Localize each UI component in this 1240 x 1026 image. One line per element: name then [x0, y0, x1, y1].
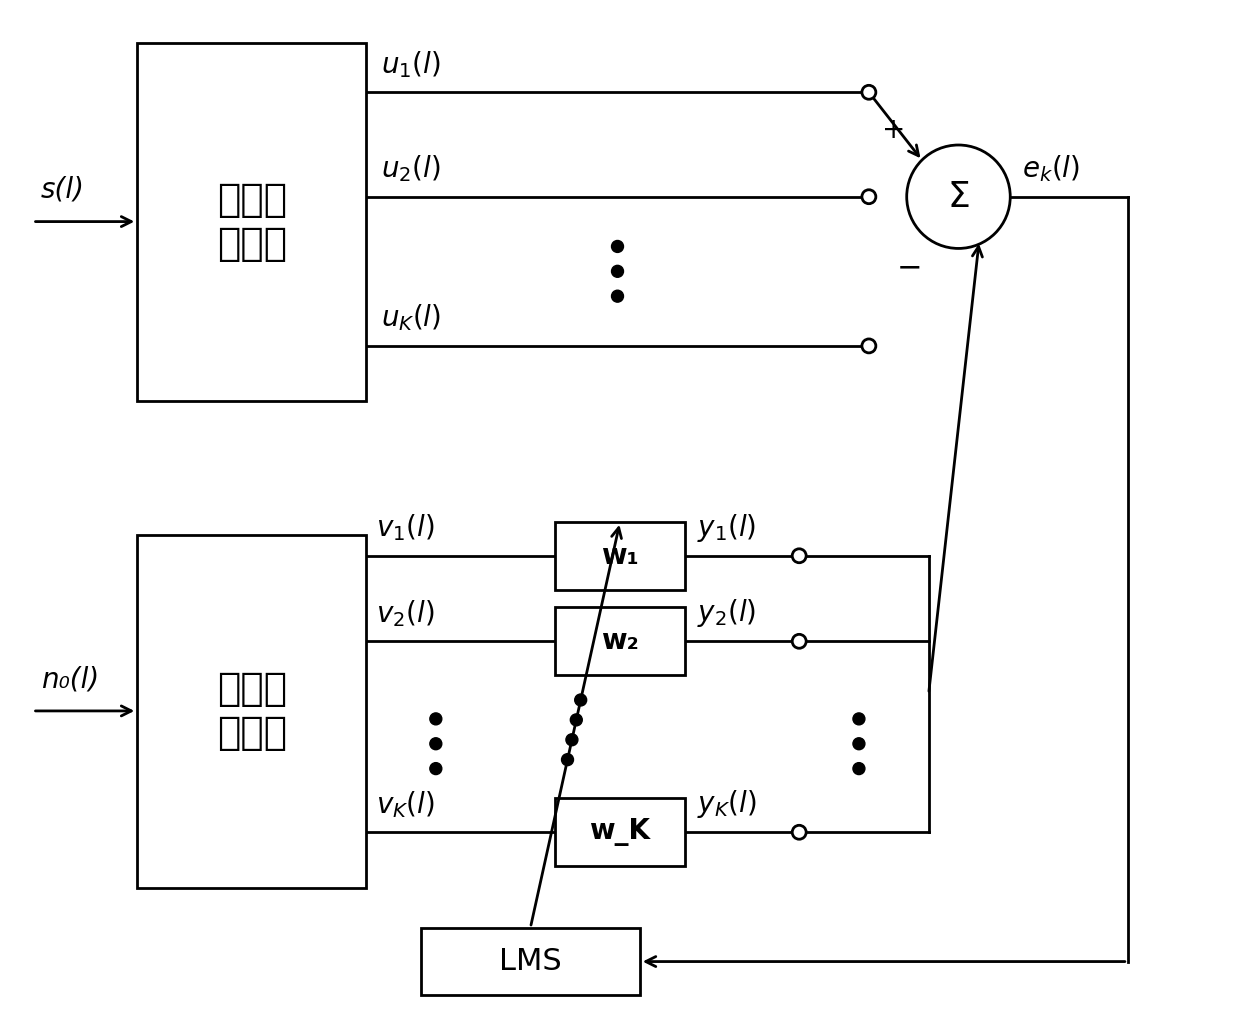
Circle shape — [611, 266, 624, 277]
Circle shape — [430, 762, 441, 775]
Text: n₀(l): n₀(l) — [41, 665, 99, 694]
Circle shape — [906, 145, 1011, 248]
Circle shape — [862, 339, 875, 353]
Circle shape — [792, 549, 806, 562]
Text: $u_2(l)$: $u_2(l)$ — [381, 154, 440, 185]
Bar — [556, 522, 684, 590]
Text: $v_K(l)$: $v_K(l)$ — [376, 789, 435, 820]
Bar — [138, 535, 366, 887]
Circle shape — [853, 738, 864, 750]
Bar — [138, 42, 366, 400]
Text: $v_1(l)$: $v_1(l)$ — [376, 513, 434, 544]
Circle shape — [611, 290, 624, 302]
Circle shape — [565, 734, 578, 746]
Text: $y_K(l)$: $y_K(l)$ — [697, 788, 756, 821]
Circle shape — [430, 713, 441, 724]
Circle shape — [792, 634, 806, 648]
Circle shape — [574, 694, 587, 706]
Text: w_K: w_K — [589, 819, 651, 846]
Text: +: + — [882, 116, 905, 144]
Text: $u_K(l)$: $u_K(l)$ — [381, 303, 441, 333]
Text: $y_2(l)$: $y_2(l)$ — [697, 597, 756, 630]
Text: −: − — [897, 253, 923, 283]
Text: 变分模
态分解: 变分模 态分解 — [217, 181, 286, 263]
Circle shape — [611, 240, 624, 252]
Text: w₁: w₁ — [601, 542, 639, 569]
Circle shape — [853, 713, 864, 724]
Text: LMS: LMS — [498, 947, 562, 976]
Circle shape — [853, 762, 864, 775]
Text: $u_1(l)$: $u_1(l)$ — [381, 49, 440, 80]
Text: $e_k(l)$: $e_k(l)$ — [1022, 154, 1080, 185]
Circle shape — [862, 85, 875, 100]
Bar — [420, 928, 640, 995]
Text: Σ: Σ — [947, 180, 970, 213]
Text: s(l): s(l) — [41, 175, 84, 204]
Circle shape — [562, 754, 573, 765]
Bar — [556, 607, 684, 675]
Circle shape — [430, 738, 441, 750]
Text: w₂: w₂ — [601, 627, 639, 656]
Text: 变分模
态分解: 变分模 态分解 — [217, 670, 286, 752]
Circle shape — [862, 190, 875, 204]
Bar — [556, 798, 684, 866]
Circle shape — [570, 714, 583, 725]
Text: $v_2(l)$: $v_2(l)$ — [376, 598, 434, 629]
Circle shape — [792, 825, 806, 839]
Text: $y_1(l)$: $y_1(l)$ — [697, 512, 756, 544]
